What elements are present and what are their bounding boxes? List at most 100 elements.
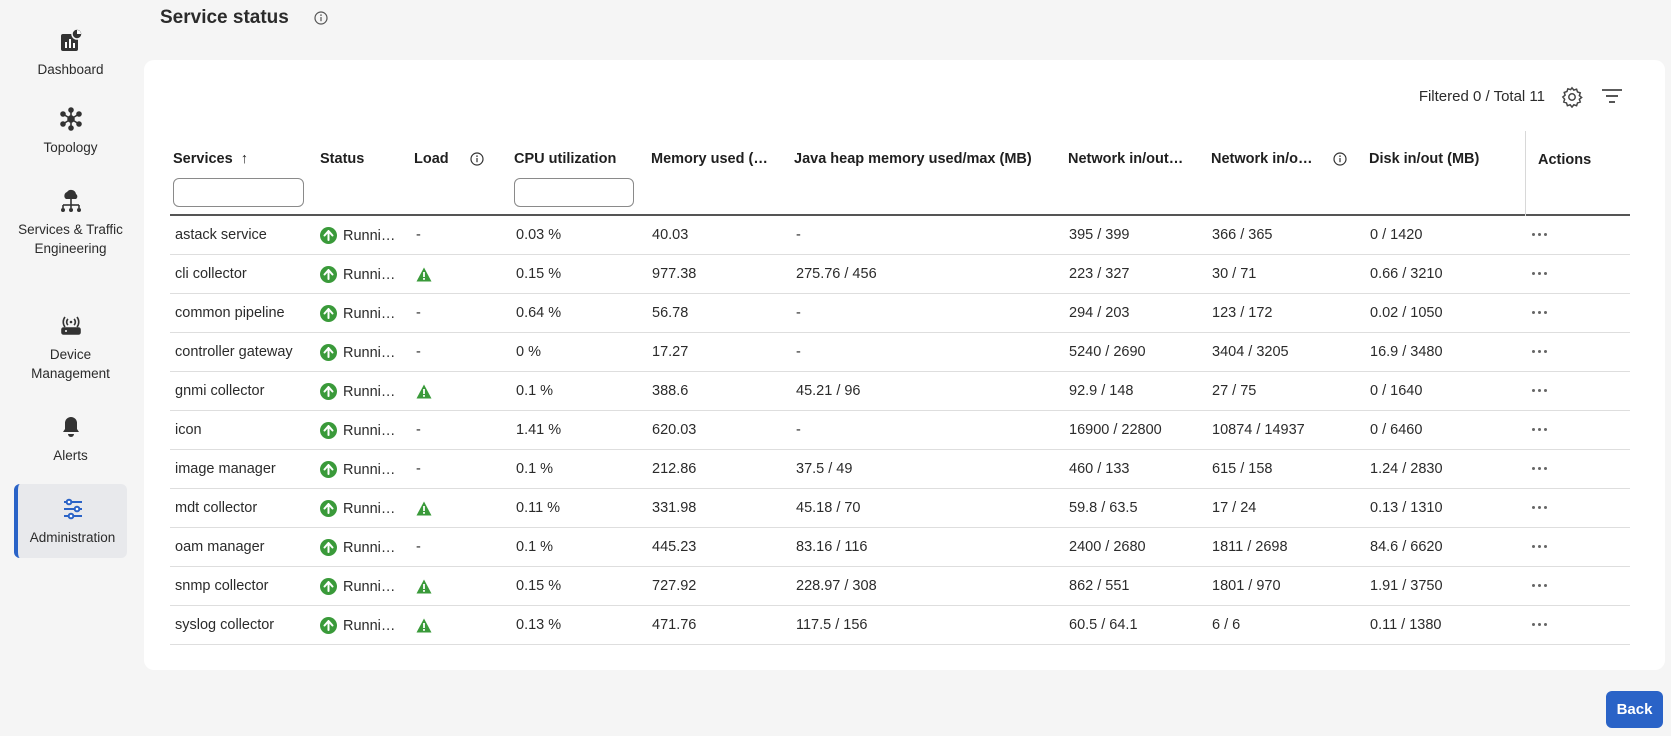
sliders-icon <box>60 496 86 522</box>
info-icon[interactable] <box>314 11 328 30</box>
cell-status: Runni… <box>320 422 395 443</box>
cell-memory: 17.27 <box>652 344 689 360</box>
cell-cpu: 0.15 % <box>516 578 562 594</box>
row-actions-menu-icon[interactable] <box>1532 272 1547 275</box>
row-actions-menu-icon[interactable] <box>1532 389 1547 392</box>
running-status-icon <box>320 266 337 287</box>
warning-icon <box>416 501 432 520</box>
cell-load: - <box>416 461 421 477</box>
table-row[interactable]: syslog collector Runni… 0.13 % 471.76 117.5 … <box>170 606 1630 645</box>
cell-net1: 16900 / 22800 <box>1069 422 1162 438</box>
column-header-network-2[interactable]: Network in/o… <box>1211 151 1313 167</box>
sidebar-item-label: Administration <box>29 530 116 545</box>
cell-cpu: 0.1 % <box>516 539 554 555</box>
cell-disk: 16.9 / 3480 <box>1370 344 1443 360</box>
table-row[interactable]: mdt collector Runni… 0.11 % 331.98 45.18 / 7… <box>170 489 1630 528</box>
cell-cpu: 0.1 % <box>516 461 554 477</box>
network-info-icon[interactable] <box>1333 152 1347 171</box>
column-header-services[interactable]: Services ↑ <box>173 151 248 167</box>
column-header-cpu[interactable]: CPU utilization <box>514 151 617 167</box>
cell-memory: 212.86 <box>652 461 697 477</box>
column-header-java-heap[interactable]: Java heap memory used/max (MB) <box>794 151 1032 167</box>
cell-load: - <box>416 539 421 555</box>
sidebar-item-dashboard[interactable]: Dashboard <box>14 28 127 79</box>
cell-status: Runni… <box>320 578 395 599</box>
row-actions-menu-icon[interactable] <box>1532 233 1547 236</box>
cell-service: oam manager <box>175 539 265 555</box>
cell-cpu: 1.41 % <box>516 422 562 438</box>
cell-cpu: 0.64 % <box>516 305 562 321</box>
sidebar-item-alerts[interactable]: Alerts <box>14 414 127 465</box>
column-header-load[interactable]: Load <box>414 151 449 167</box>
cell-net1: 60.5 / 64.1 <box>1069 617 1138 633</box>
dashboard-icon <box>58 28 84 54</box>
cell-memory: 445.23 <box>652 539 697 555</box>
cell-java: 275.76 / 456 <box>796 266 877 282</box>
warning-icon <box>416 579 432 598</box>
table-row[interactable]: icon Runni… - 1.41 % 620.03 - 16900 / 22800 108… <box>170 411 1630 450</box>
gear-icon[interactable] <box>1561 86 1583 113</box>
cell-net2: 123 / 172 <box>1212 305 1273 321</box>
cell-net2: 17 / 24 <box>1212 500 1257 516</box>
load-info-icon[interactable] <box>470 152 484 171</box>
column-header-memory[interactable]: Memory used (… <box>651 151 768 167</box>
table-row[interactable]: astack service Runni… - 0.03 % 40.03 - 395 / 3… <box>170 216 1630 255</box>
cell-memory: 331.98 <box>652 500 697 516</box>
running-status-icon <box>320 461 337 482</box>
table-row[interactable]: image manager Runni… - 0.1 % 212.86 37.5 / 49… <box>170 450 1630 489</box>
filter-summary: Filtered 0 / Total 11 <box>1418 88 1545 105</box>
row-actions-menu-icon[interactable] <box>1532 428 1547 431</box>
sidebar-item-device-management[interactable]: Device Management <box>14 313 127 383</box>
table-row[interactable]: cli collector Runni… 0.15 % 977.38 275.76 / … <box>170 255 1630 294</box>
cell-java: 228.97 / 308 <box>796 578 877 594</box>
column-header-disk[interactable]: Disk in/out (MB) <box>1369 151 1480 167</box>
cell-memory: 388.6 <box>652 383 689 399</box>
column-header-status[interactable]: Status <box>320 151 365 167</box>
sidebar-item-label: Dashboard <box>37 62 104 77</box>
running-status-icon <box>320 617 337 638</box>
cell-memory: 56.78 <box>652 305 689 321</box>
cell-load: - <box>416 305 421 321</box>
cell-net1: 460 / 133 <box>1069 461 1130 477</box>
filter-icon[interactable] <box>1601 88 1623 109</box>
table-row[interactable]: snmp collector Runni… 0.15 % 727.92 228.97 /… <box>170 567 1630 606</box>
sidebar-item-administration[interactable]: Administration <box>14 484 127 558</box>
cell-status: Runni… <box>320 500 395 521</box>
row-actions-menu-icon[interactable] <box>1532 623 1547 626</box>
cell-java: 45.18 / 70 <box>796 500 861 516</box>
cell-net2: 1801 / 970 <box>1212 578 1281 594</box>
column-header-network-1[interactable]: Network in/out… <box>1068 151 1184 167</box>
cell-load: - <box>416 422 421 438</box>
cpu-filter-input[interactable] <box>514 178 634 207</box>
cell-net2: 3404 / 3205 <box>1212 344 1289 360</box>
services-filter-input[interactable] <box>173 178 304 207</box>
row-actions-menu-icon[interactable] <box>1532 545 1547 548</box>
services-icon <box>58 188 84 214</box>
cell-memory: 727.92 <box>652 578 697 594</box>
cell-net1: 294 / 203 <box>1069 305 1130 321</box>
row-actions-menu-icon[interactable] <box>1532 506 1547 509</box>
cell-java: - <box>796 422 801 438</box>
table-row[interactable]: gnmi collector Runni… 0.1 % 388.6 45.21 / 96… <box>170 372 1630 411</box>
back-button[interactable]: Back <box>1606 691 1663 728</box>
cell-net2: 615 / 158 <box>1212 461 1273 477</box>
cell-service: astack service <box>175 227 267 243</box>
sidebar-item-services[interactable]: Services & Traffic Engineering <box>14 188 127 258</box>
cell-net1: 862 / 551 <box>1069 578 1130 594</box>
row-actions-menu-icon[interactable] <box>1532 584 1547 587</box>
cell-disk: 0 / 6460 <box>1370 422 1423 438</box>
table-row[interactable]: common pipeline Runni… - 0.64 % 56.78 - 294 / … <box>170 294 1630 333</box>
table-row[interactable]: controller gateway Runni… - 0 % 17.27 - 5240 /… <box>170 333 1630 372</box>
cell-service: icon <box>175 422 202 438</box>
row-actions-menu-icon[interactable] <box>1532 350 1547 353</box>
cell-service: common pipeline <box>175 305 285 321</box>
table-row[interactable]: oam manager Runni… - 0.1 % 445.23 83.16 / 116… <box>170 528 1630 567</box>
running-status-icon <box>320 422 337 443</box>
cell-service: syslog collector <box>175 617 275 633</box>
cell-net2: 27 / 75 <box>1212 383 1257 399</box>
sidebar-item-topology[interactable]: Topology <box>14 106 127 157</box>
row-actions-menu-icon[interactable] <box>1532 467 1547 470</box>
cell-java: - <box>796 227 801 243</box>
row-actions-menu-icon[interactable] <box>1532 311 1547 314</box>
cell-net1: 59.8 / 63.5 <box>1069 500 1138 516</box>
